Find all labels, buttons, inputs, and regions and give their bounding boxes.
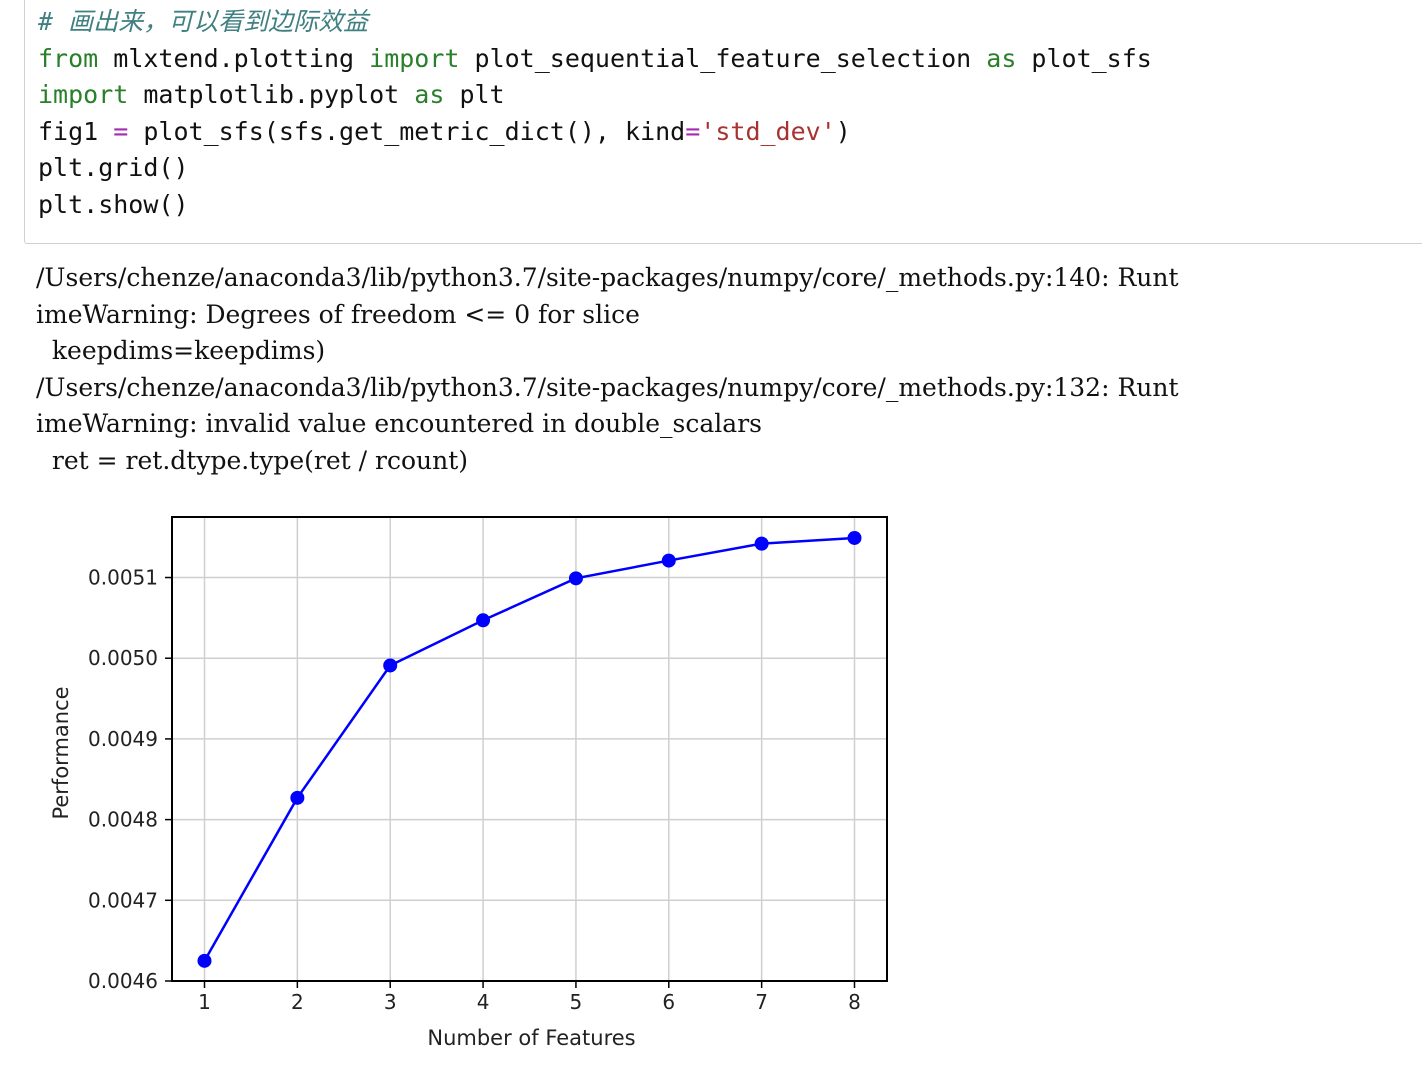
output-line: keepdims=keepdims) bbox=[36, 336, 326, 365]
code-token: fig1 bbox=[38, 116, 114, 146]
series-line bbox=[203, 536, 855, 962]
x-tick-label: 3 bbox=[384, 990, 397, 1014]
plot-frame bbox=[171, 516, 888, 982]
data-point bbox=[661, 553, 676, 568]
code-line: plt.show() bbox=[38, 187, 1152, 224]
code-token: import bbox=[369, 43, 460, 73]
code-token: = bbox=[685, 116, 701, 146]
x-tick-label: 5 bbox=[570, 990, 583, 1014]
code-token: = bbox=[113, 116, 129, 146]
x-tick-label: 6 bbox=[662, 990, 675, 1014]
code-token: plt.show() bbox=[38, 189, 189, 219]
x-tick-label: 4 bbox=[477, 990, 490, 1014]
code-token: plot_sequential_feature_selection bbox=[459, 43, 987, 73]
code-token: ) bbox=[835, 116, 851, 146]
code-token: plot_sfs(sfs.get_metric_dict(), kind bbox=[128, 116, 686, 146]
data-point bbox=[476, 613, 491, 628]
code-token: as bbox=[986, 43, 1017, 73]
x-axis-label: Number of Features bbox=[427, 1026, 635, 1050]
code-token: mlxtend.plotting bbox=[98, 43, 370, 73]
code-token: as bbox=[414, 80, 445, 109]
data-point bbox=[568, 571, 583, 586]
code-line: fig1 = plot_sfs(sfs.get_metric_dict(), k… bbox=[38, 114, 1152, 151]
y-tick-label: 0.0049 bbox=[88, 727, 158, 751]
data-point bbox=[383, 658, 398, 673]
code-token: # 画出来，可以看到边际效益 bbox=[38, 7, 369, 36]
code-editor[interactable]: # 画出来，可以看到边际效益 from mlxtend.plotting impo… bbox=[38, 4, 1152, 223]
data-point bbox=[847, 530, 862, 545]
y-tick-label: 0.0051 bbox=[88, 566, 158, 590]
x-tick-label: 2 bbox=[291, 990, 304, 1014]
code-token: plt.grid() bbox=[38, 153, 189, 182]
y-tick-label: 0.0046 bbox=[88, 969, 158, 993]
output-line: /Users/chenze/anaconda3/lib/python3.7/si… bbox=[36, 263, 1179, 292]
code-cell[interactable] bbox=[24, 0, 1422, 244]
code-token: 'std_dev' bbox=[700, 116, 836, 146]
output-line: /Users/chenze/anaconda3/lib/python3.7/si… bbox=[36, 372, 1179, 402]
data-point bbox=[754, 536, 769, 551]
y-tick-label: 0.0050 bbox=[88, 646, 158, 670]
y-axis-label: Performance bbox=[49, 686, 73, 819]
code-line: plt.grid() bbox=[38, 150, 1152, 187]
y-tick-label: 0.0047 bbox=[88, 888, 158, 912]
output-line: ret = ret.dtype.type(ret / rcount) bbox=[36, 445, 469, 475]
x-tick-label: 1 bbox=[198, 990, 211, 1014]
code-token: import bbox=[38, 80, 129, 109]
code-line: from mlxtend.plotting import plot_sequen… bbox=[38, 41, 1152, 78]
cell-output-stderr: /Users/chenze/anaconda3/lib/python3.7/si… bbox=[36, 260, 1179, 479]
code-token: from bbox=[38, 43, 99, 73]
code-line: import matplotlib.pyplot as plt bbox=[38, 77, 1152, 114]
code-line: # 画出来，可以看到边际效益 bbox=[38, 4, 1152, 41]
performance-line-chart: 1 2 3 4 5 6 7 8 0.0046 0.0047 0.0048 0.0049 0.0050 0.… bbox=[49, 516, 888, 1050]
code-token: plot_sfs bbox=[1016, 43, 1152, 73]
data-point bbox=[290, 790, 305, 805]
code-token: plt bbox=[444, 80, 505, 109]
code-token: matplotlib.pyplot bbox=[128, 80, 415, 109]
output-line: imeWarning: invalid value encountered in… bbox=[36, 409, 762, 438]
data-point bbox=[197, 953, 212, 968]
output-line: imeWarning: Degrees of freedom <= 0 for … bbox=[36, 299, 640, 329]
x-tick-label: 8 bbox=[848, 990, 861, 1014]
y-tick-label: 0.0048 bbox=[88, 808, 158, 832]
x-tick-label: 7 bbox=[755, 990, 768, 1014]
